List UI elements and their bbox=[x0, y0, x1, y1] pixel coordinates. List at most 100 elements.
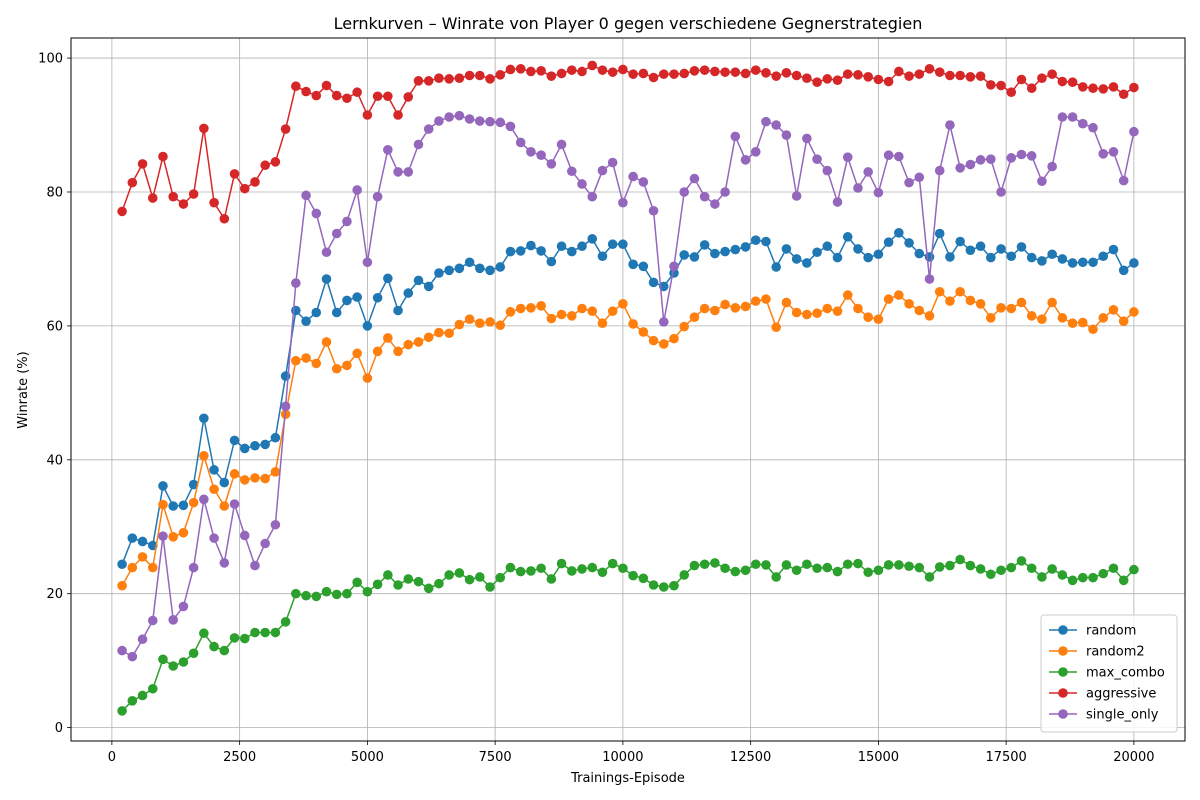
data-point-aggressive bbox=[188, 189, 199, 199]
data-point-max_combo bbox=[464, 574, 475, 585]
y-tick-label: 20 bbox=[46, 587, 63, 602]
data-point-random bbox=[209, 465, 219, 475]
data-point-aggressive bbox=[628, 69, 638, 79]
data-point-max_combo bbox=[158, 654, 168, 665]
data-point-single_only bbox=[740, 155, 751, 165]
data-point-single_only bbox=[904, 177, 914, 188]
data-point-single_only bbox=[965, 159, 976, 170]
legend-item-aggressive: aggressive bbox=[1049, 687, 1156, 702]
data-point-random bbox=[556, 241, 567, 252]
data-point-random2 bbox=[1098, 313, 1109, 323]
data-point-random2 bbox=[832, 306, 843, 316]
data-point-aggressive bbox=[822, 74, 833, 84]
data-point-single_only bbox=[812, 154, 822, 164]
data-point-max_combo bbox=[495, 572, 506, 583]
data-point-aggressive bbox=[464, 70, 475, 81]
x-tick-label: 0 bbox=[108, 750, 116, 765]
data-point-single_only bbox=[566, 166, 577, 177]
data-point-max_combo bbox=[781, 560, 792, 570]
data-point-random2 bbox=[924, 311, 935, 321]
data-point-single_only bbox=[955, 163, 965, 173]
data-point-max_combo bbox=[1108, 563, 1119, 574]
data-point-random2 bbox=[117, 580, 127, 591]
data-point-single_only bbox=[403, 167, 414, 177]
data-point-single_only bbox=[270, 519, 281, 530]
data-point-max_combo bbox=[280, 617, 291, 627]
data-point-aggressive bbox=[791, 70, 802, 81]
data-point-random2 bbox=[260, 473, 270, 484]
data-point-random bbox=[822, 241, 833, 252]
data-point-random bbox=[904, 238, 914, 248]
data-point-aggressive bbox=[280, 124, 291, 134]
data-point-max_combo bbox=[188, 648, 199, 659]
x-tick-label: 2500 bbox=[223, 750, 256, 765]
data-point-aggressive bbox=[413, 76, 424, 86]
data-point-single_only bbox=[996, 187, 1006, 197]
data-point-random2 bbox=[1118, 316, 1129, 327]
data-point-max_combo bbox=[924, 572, 935, 582]
data-point-single_only bbox=[372, 191, 383, 202]
data-point-max_combo bbox=[750, 559, 761, 570]
data-point-random bbox=[710, 248, 720, 259]
data-point-random bbox=[1118, 265, 1129, 276]
data-point-max_combo bbox=[628, 570, 638, 581]
data-point-random bbox=[996, 244, 1006, 254]
data-point-aggressive bbox=[1108, 82, 1119, 92]
data-point-max_combo bbox=[618, 563, 628, 574]
data-point-max_combo bbox=[699, 559, 710, 570]
data-point-random bbox=[188, 479, 199, 490]
data-point-max_combo bbox=[352, 577, 362, 588]
data-point-single_only bbox=[1078, 118, 1088, 129]
data-point-aggressive bbox=[352, 87, 362, 98]
data-point-max_combo bbox=[546, 574, 557, 584]
data-point-aggressive bbox=[219, 213, 230, 224]
data-point-aggressive bbox=[638, 68, 649, 79]
data-point-aggressive bbox=[904, 71, 914, 81]
data-point-random bbox=[730, 244, 741, 255]
data-point-random2 bbox=[1037, 314, 1047, 325]
data-point-single_only bbox=[137, 634, 148, 645]
data-point-aggressive bbox=[587, 60, 598, 71]
data-point-random2 bbox=[444, 328, 454, 339]
data-point-single_only bbox=[147, 615, 158, 626]
data-point-max_combo bbox=[669, 580, 679, 591]
data-point-single_only bbox=[291, 278, 301, 288]
data-point-random2 bbox=[730, 303, 741, 313]
data-point-max_combo bbox=[648, 580, 659, 590]
legend-label: aggressive bbox=[1086, 687, 1156, 702]
data-point-aggressive bbox=[260, 160, 270, 171]
data-point-max_combo bbox=[168, 661, 178, 671]
data-point-random2 bbox=[638, 327, 649, 337]
data-point-random2 bbox=[771, 322, 781, 333]
data-point-random bbox=[301, 316, 311, 327]
data-point-aggressive bbox=[1088, 83, 1098, 94]
x-tick-label: 17500 bbox=[985, 750, 1026, 765]
data-point-max_combo bbox=[832, 566, 843, 577]
data-point-aggressive bbox=[515, 64, 526, 74]
legend: random random2 max_combo aggressive single_o… bbox=[1040, 614, 1178, 733]
data-point-max_combo bbox=[1057, 570, 1068, 580]
data-point-aggressive bbox=[914, 69, 925, 79]
data-point-single_only bbox=[638, 177, 649, 187]
data-point-random2 bbox=[1129, 307, 1139, 317]
data-point-random2 bbox=[403, 339, 414, 350]
data-point-random2 bbox=[791, 307, 802, 318]
data-point-random2 bbox=[536, 301, 546, 311]
x-tick-label: 5000 bbox=[351, 750, 384, 765]
series-line-aggressive bbox=[121, 64, 1135, 220]
data-point-max_combo bbox=[710, 558, 720, 568]
data-point-single_only bbox=[311, 208, 322, 219]
data-point-single_only bbox=[475, 116, 485, 126]
data-point-aggressive bbox=[331, 90, 342, 101]
data-point-aggressive bbox=[802, 73, 812, 83]
data-point-aggressive bbox=[720, 67, 730, 77]
data-point-max_combo bbox=[904, 561, 914, 572]
data-point-single_only bbox=[250, 560, 260, 571]
data-point-aggressive bbox=[832, 75, 843, 85]
data-point-max_combo bbox=[1088, 572, 1098, 583]
data-point-random bbox=[342, 295, 352, 306]
data-point-random bbox=[750, 235, 761, 245]
legend-marker bbox=[1058, 667, 1068, 677]
data-point-random bbox=[1037, 256, 1047, 266]
